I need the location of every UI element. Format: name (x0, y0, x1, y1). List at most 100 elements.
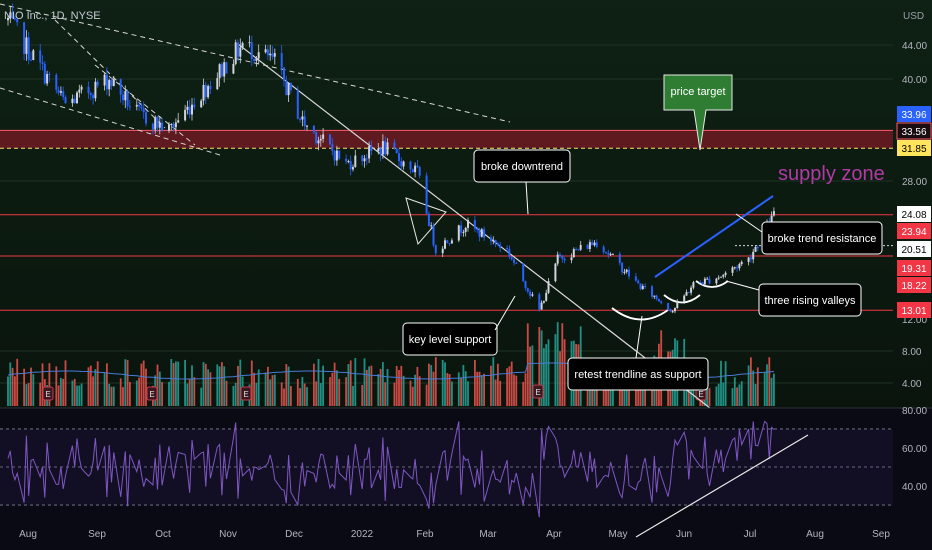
candle-body (416, 165, 419, 167)
candle-body (736, 267, 739, 269)
candle-body (462, 231, 465, 233)
volume-bar (522, 381, 525, 406)
volume-bar (290, 386, 292, 406)
candle-body (657, 298, 660, 302)
volume-bar (317, 358, 320, 406)
volume-bar (168, 381, 170, 406)
volume-bar (441, 359, 444, 406)
volume-bar (361, 384, 364, 406)
candle-body (492, 240, 495, 242)
volume-bar (14, 376, 16, 406)
candle-body (464, 227, 467, 232)
candle-body (476, 228, 479, 230)
candle-body (55, 74, 58, 90)
volume-bar (430, 365, 433, 406)
candle-body (16, 18, 19, 23)
candle-body (322, 134, 325, 139)
volume-bar (158, 371, 161, 406)
price-label-text: 18.22 (901, 281, 926, 292)
candle-body (772, 211, 775, 216)
price-tick-label: 8.00 (902, 347, 922, 358)
volume-bar (476, 371, 479, 406)
candle-body (441, 248, 444, 254)
candle-body (220, 64, 223, 77)
candle-body (639, 283, 642, 290)
price-target-box (663, 74, 733, 151)
volume-bar (301, 376, 304, 406)
price-label-text: 31.85 (901, 144, 926, 155)
candle-body (329, 134, 331, 145)
volume-bar (184, 359, 186, 406)
price-tick-label: 44.00 (902, 41, 927, 52)
volume-bar (64, 360, 67, 406)
x-tick-label: Mar (479, 529, 497, 540)
volume-bar (296, 378, 299, 406)
volume-bar (370, 365, 373, 406)
candle-body (674, 308, 676, 312)
candle-body (749, 257, 752, 260)
volume-bar (119, 378, 122, 406)
candle-body (232, 63, 235, 74)
x-tick-label: 2022 (351, 529, 374, 540)
volume-bar (754, 383, 757, 406)
candle-body (644, 286, 647, 288)
volume-bar (750, 357, 752, 406)
volume-bar (188, 379, 191, 406)
volume-bar (306, 387, 308, 406)
candle-body (370, 145, 373, 151)
volume-bar (393, 382, 396, 406)
volume-bar (368, 366, 370, 406)
price-label-text: 19.31 (901, 264, 926, 275)
candle-body (280, 53, 283, 68)
volume-bar (62, 378, 65, 406)
candle-body (641, 286, 644, 290)
volume-bar (492, 357, 495, 406)
candle-body (347, 161, 350, 163)
volume-bar (264, 372, 267, 406)
price-tick-label: 12.00 (902, 315, 927, 326)
candle-body (593, 242, 596, 246)
volume-bar (720, 360, 722, 406)
volume-bar (444, 362, 446, 406)
volume-bar (722, 382, 725, 406)
price-label-box (897, 241, 931, 257)
candle-body (738, 264, 741, 269)
candle-body (563, 258, 566, 261)
candle-body (119, 79, 122, 95)
volume-bar (322, 365, 324, 406)
candle-body (586, 244, 589, 250)
candle-body (11, 12, 14, 19)
candle-body (490, 237, 492, 242)
volume-bar (425, 384, 428, 406)
volume-bar (740, 381, 743, 406)
volume-bar (460, 377, 462, 406)
volume-bar (269, 379, 272, 406)
volume-bar (365, 369, 368, 406)
candle-body (92, 95, 95, 99)
price-label-text: 33.56 (901, 127, 926, 138)
broke-trend-resistance-text: broke trend resistance (768, 233, 877, 245)
candle-body (473, 220, 476, 229)
candle-body (80, 86, 83, 90)
x-tick-label: Sep (872, 529, 890, 540)
candle-body (538, 294, 541, 310)
candle-body (248, 42, 251, 44)
earnings-marker-label: E (45, 390, 50, 399)
candle-body (418, 166, 421, 176)
candle-body (570, 257, 573, 261)
candle-body (628, 269, 630, 277)
volume-bar (561, 323, 564, 406)
candle-body (446, 240, 449, 244)
candle-body (724, 272, 727, 275)
volume-bar (87, 367, 90, 406)
volume-bar (71, 380, 74, 406)
volume-bar (556, 322, 559, 406)
volume-bar (193, 377, 196, 406)
candle-body (575, 249, 578, 251)
broke-downtrend-box (473, 149, 571, 183)
candle-body (200, 100, 203, 108)
volume-bar (414, 374, 416, 406)
candle-body (25, 37, 28, 54)
